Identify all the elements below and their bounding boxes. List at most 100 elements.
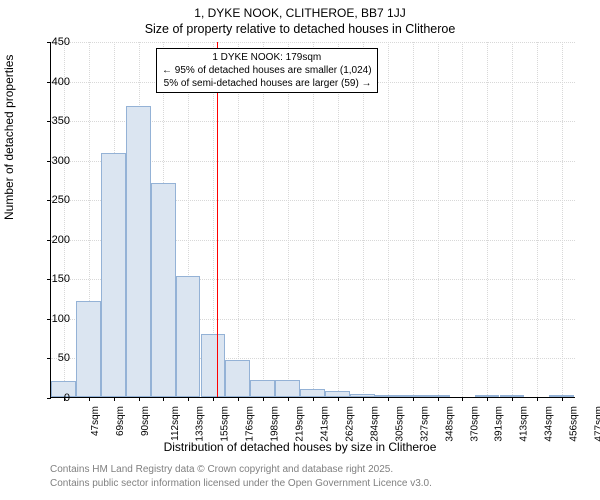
y-tick-mark: [47, 358, 51, 359]
x-tick-label: 456sqm: [569, 406, 580, 442]
x-tick-label: 241sqm: [320, 406, 331, 442]
histogram-bar: [549, 395, 574, 397]
x-tick-mark: [114, 397, 115, 401]
gridline-vertical: [263, 42, 264, 397]
gridline-vertical: [462, 42, 463, 397]
annotation-line-larger: 5% of semi-detached houses are larger (5…: [162, 77, 372, 90]
histogram-bar: [176, 276, 201, 397]
x-tick-mark: [462, 397, 463, 401]
x-tick-mark: [288, 397, 289, 401]
y-tick-label: 450: [52, 36, 70, 48]
chart-title-description: Size of property relative to detached ho…: [0, 22, 600, 36]
x-tick-mark: [313, 397, 314, 401]
gridline-vertical: [363, 42, 364, 397]
x-tick-label: 305sqm: [394, 406, 405, 442]
histogram-bar: [350, 394, 375, 397]
y-tick-mark: [47, 319, 51, 320]
x-tick-mark: [562, 397, 563, 401]
annotation-line-smaller: ← 95% of detached houses are smaller (1,…: [162, 64, 372, 77]
x-tick-mark: [338, 397, 339, 401]
y-tick-mark: [47, 161, 51, 162]
y-tick-mark: [47, 82, 51, 83]
y-tick-label: 350: [52, 115, 70, 127]
gridline-vertical: [313, 42, 314, 397]
gridline-vertical: [64, 42, 65, 397]
x-tick-mark: [438, 397, 439, 401]
histogram-bar: [500, 395, 525, 397]
y-tick-mark: [47, 121, 51, 122]
x-tick-label: 112sqm: [169, 406, 180, 441]
histogram-chart: 1 DYKE NOOK: 179sqm← 95% of detached hou…: [50, 42, 575, 398]
histogram-bar: [275, 380, 300, 397]
y-tick-label: 200: [52, 234, 70, 246]
footer-copyright-2: Contains public sector information licen…: [50, 478, 432, 489]
x-tick-mark: [512, 397, 513, 401]
x-tick-mark: [487, 397, 488, 401]
y-tick-mark: [47, 42, 51, 43]
x-tick-label: 155sqm: [220, 406, 231, 442]
x-tick-label: 198sqm: [270, 406, 281, 442]
x-tick-mark: [537, 397, 538, 401]
histogram-bar: [375, 395, 400, 397]
x-tick-mark: [163, 397, 164, 401]
y-tick-label: 150: [52, 273, 70, 285]
histogram-bar: [425, 395, 450, 397]
gridline-vertical: [413, 42, 414, 397]
x-tick-label: 370sqm: [469, 406, 480, 442]
y-tick-label: 50: [58, 352, 70, 364]
x-tick-mark: [89, 397, 90, 401]
x-tick-label: 477sqm: [594, 406, 600, 442]
annotation-line-property: 1 DYKE NOOK: 179sqm: [162, 51, 372, 64]
x-tick-label: 327sqm: [419, 406, 430, 442]
histogram-bar: [325, 391, 350, 397]
gridline-vertical: [487, 42, 488, 397]
footer-copyright-1: Contains HM Land Registry data © Crown c…: [50, 464, 393, 475]
y-tick-mark: [47, 240, 51, 241]
y-tick-label: 300: [52, 155, 70, 167]
histogram-bar: [475, 395, 500, 397]
y-tick-label: 250: [52, 194, 70, 206]
histogram-bar: [250, 380, 275, 397]
y-tick-mark: [47, 200, 51, 201]
x-tick-label: 219sqm: [295, 406, 306, 442]
x-tick-mark: [139, 397, 140, 401]
gridline-vertical: [288, 42, 289, 397]
y-tick-mark: [47, 398, 51, 399]
histogram-bar: [225, 360, 250, 397]
x-tick-mark: [188, 397, 189, 401]
x-tick-label: 413sqm: [519, 406, 530, 442]
gridline-vertical: [512, 42, 513, 397]
x-tick-mark: [363, 397, 364, 401]
gridline-vertical: [537, 42, 538, 397]
histogram-bar: [76, 301, 101, 398]
x-tick-label: 69sqm: [115, 406, 126, 436]
x-tick-label: 434sqm: [544, 406, 555, 442]
histogram-bar: [400, 395, 425, 397]
x-tick-mark: [413, 397, 414, 401]
x-tick-mark: [238, 397, 239, 401]
y-tick-label: 400: [52, 76, 70, 88]
histogram-bar: [300, 389, 325, 397]
annotation-box: 1 DYKE NOOK: 179sqm← 95% of detached hou…: [156, 48, 378, 93]
y-tick-label: 100: [52, 313, 70, 325]
y-axis-label: Number of detached properties: [2, 55, 16, 220]
chart-title-address: 1, DYKE NOOK, CLITHEROE, BB7 1JJ: [0, 6, 600, 20]
y-tick-label: 0: [64, 392, 70, 404]
x-tick-label: 348sqm: [444, 406, 455, 442]
histogram-bar: [151, 183, 176, 397]
x-tick-label: 176sqm: [245, 406, 256, 442]
x-tick-mark: [263, 397, 264, 401]
histogram-bar: [101, 153, 126, 397]
histogram-bar: [201, 334, 226, 397]
gridline-vertical: [338, 42, 339, 397]
gridline-vertical: [438, 42, 439, 397]
reference-line: [217, 42, 218, 397]
gridline-vertical: [388, 42, 389, 397]
x-tick-label: 90sqm: [140, 406, 151, 436]
plot-area: 1 DYKE NOOK: 179sqm← 95% of detached hou…: [50, 42, 575, 398]
x-tick-label: 47sqm: [90, 406, 101, 436]
x-tick-label: 133sqm: [195, 406, 206, 442]
x-tick-label: 284sqm: [369, 406, 380, 442]
x-tick-label: 391sqm: [494, 406, 505, 442]
gridline-vertical: [562, 42, 563, 397]
